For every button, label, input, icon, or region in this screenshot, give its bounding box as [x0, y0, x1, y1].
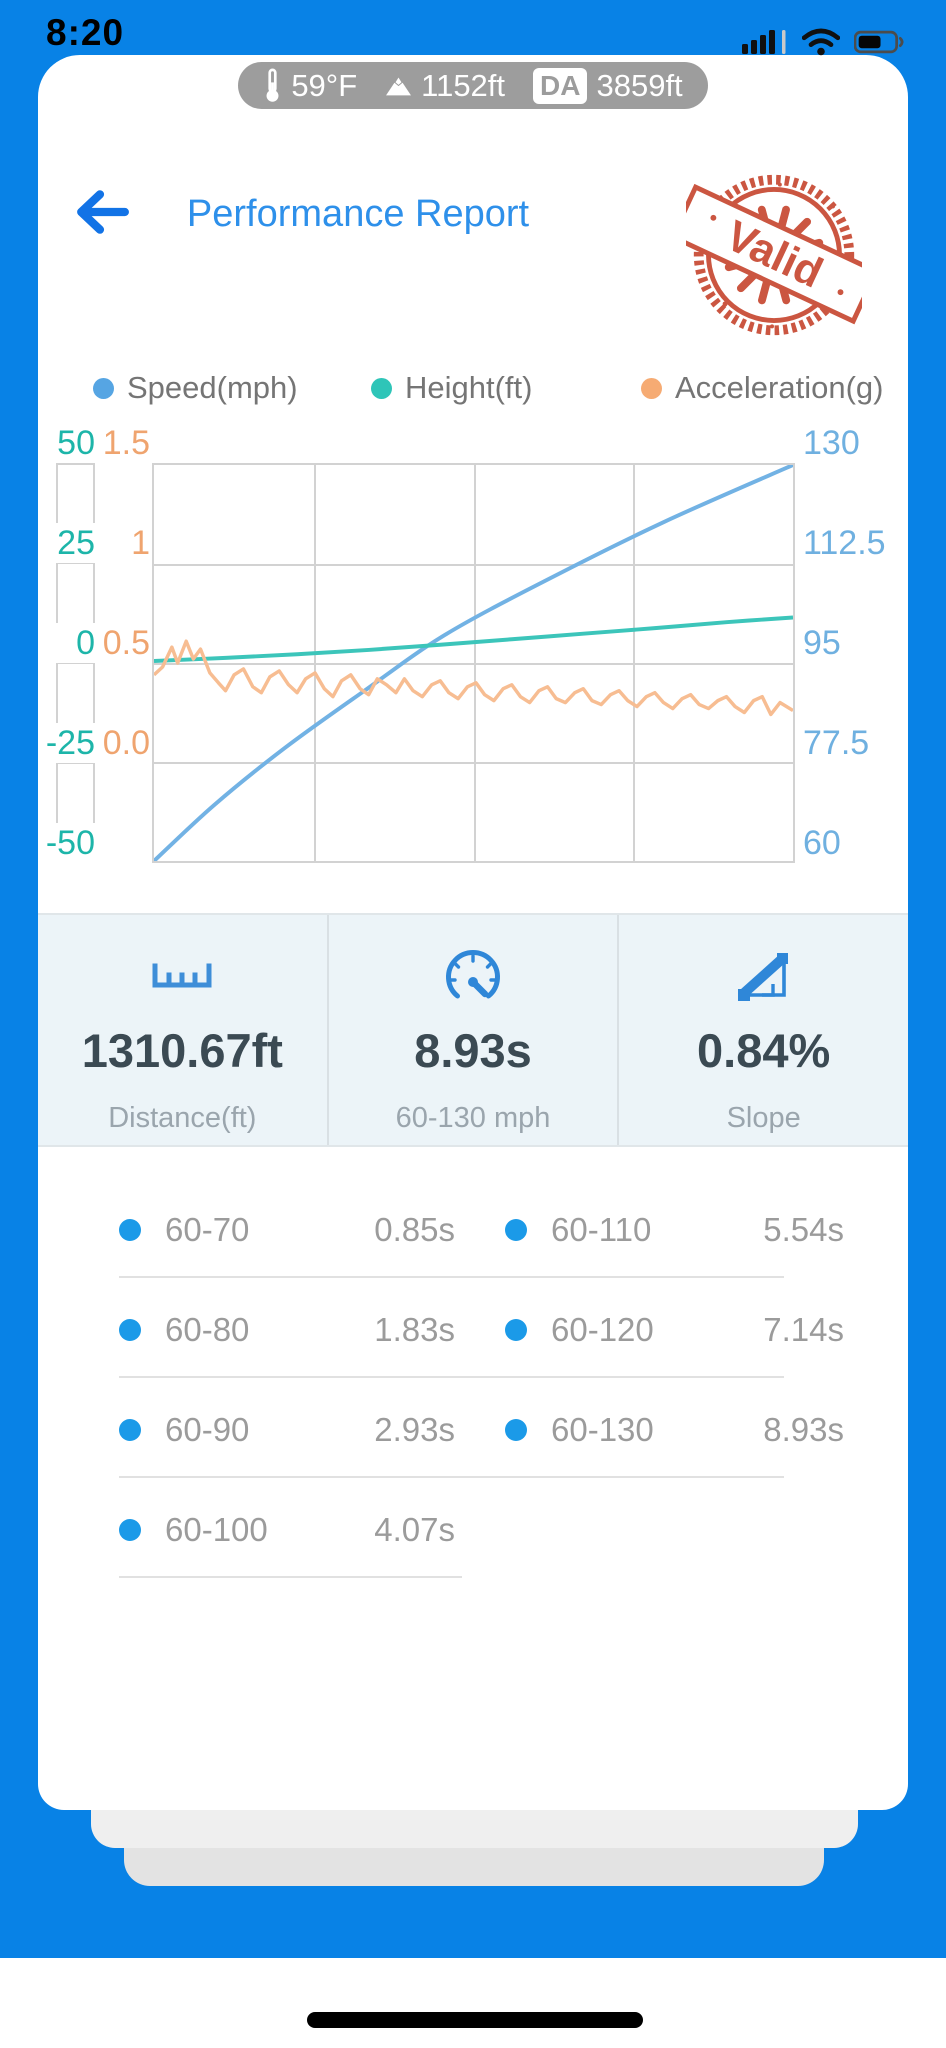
split-divider [119, 1576, 462, 1578]
summary-stats-panel: 1310.67ft Distance(ft) 8.93s 60-130 mph [38, 913, 908, 1147]
environment-pill: 59°F 1152ft DA 3859ft [238, 62, 708, 109]
split-divider [119, 1276, 784, 1278]
home-indicator[interactable] [307, 2012, 643, 2028]
split-dot [505, 1219, 527, 1241]
height-axis-tick: -25 [38, 723, 95, 763]
mountain-icon [386, 75, 412, 95]
split-item-60-120: 60-120 7.14s [505, 1280, 844, 1380]
height-legend-label: Height(ft) [405, 370, 533, 405]
distance-label: Distance(ft) [108, 1102, 257, 1134]
stat-distance: 1310.67ft Distance(ft) [38, 915, 327, 1145]
speed-axis-tick: 112.5 [803, 524, 886, 562]
split-dot [119, 1219, 141, 1241]
height-axis-tick: 50 [38, 423, 95, 463]
legend-item-speed: Speed(mph) [93, 370, 298, 406]
performance-chart: 50 25 0 -25 -50 1.5 1 0.5 0.0 130 112.5 95 77.5 60 [38, 423, 908, 890]
speed-axis-tick: 77.5 [803, 724, 870, 762]
valid-stamp: Valid [686, 174, 862, 336]
page-title: Performance Report [186, 193, 530, 235]
stat-time-60-130: 8.93s 60-130 mph [326, 915, 618, 1145]
height-axis-tick: 0 [38, 623, 95, 663]
split-range-label: 60-80 [165, 1311, 250, 1348]
series-line-speed [154, 465, 793, 861]
split-item-60-80: 60-80 1.83s [119, 1280, 455, 1380]
split-time-value: 7.14s [763, 1311, 844, 1348]
cellular-signal-icon [742, 30, 786, 54]
legend-item-acceleration: Acceleration(g) [641, 370, 883, 406]
split-time-value: 8.93s [763, 1411, 844, 1448]
slope-icon [737, 953, 788, 1001]
split-time-value: 2.93s [374, 1411, 455, 1448]
split-item-60-130: 60-130 8.93s [505, 1380, 844, 1480]
acceleration-axis-tick: 0.5 [102, 624, 150, 662]
split-divider [119, 1476, 784, 1478]
legend-item-height: Height(ft) [371, 370, 532, 406]
acceleration-legend-dot [641, 377, 662, 399]
split-range-label: 60-90 [165, 1411, 250, 1448]
split-item-60-110: 60-110 5.54s [505, 1180, 844, 1280]
chart-series-lines [154, 465, 793, 861]
split-time-value: 4.07s [374, 1511, 455, 1548]
split-dot [119, 1319, 141, 1341]
split-dot [119, 1519, 141, 1541]
status-icons [742, 28, 906, 56]
slope-label: Slope [726, 1102, 801, 1134]
battery-icon [854, 30, 904, 54]
stat-slope: 0.84% Slope [617, 915, 908, 1145]
acceleration-legend-label: Acceleration(g) [675, 370, 884, 405]
thermometer-icon [266, 68, 279, 102]
acceleration-axis-tick: 0.0 [102, 724, 150, 762]
split-time-value: 5.54s [763, 1211, 844, 1248]
chart-plot-area[interactable] [152, 463, 795, 863]
bottom-strip [0, 1958, 946, 2048]
split-item-60-70: 60-70 0.85s [119, 1180, 455, 1280]
slope-value: 0.84% [697, 1024, 831, 1077]
height-axis-tick: -50 [38, 823, 95, 863]
speed-legend-label: Speed(mph) [127, 370, 298, 405]
split-row: 60-70 0.85s 60-110 5.54s [38, 1180, 908, 1280]
time-60-130-label: 60-130 mph [395, 1102, 551, 1134]
split-dot [119, 1419, 141, 1441]
split-range-label: 60-70 [165, 1211, 250, 1248]
split-range-label: 60-110 [551, 1211, 652, 1248]
split-range-label: 60-120 [551, 1311, 654, 1348]
acceleration-axis-tick: 1.5 [102, 424, 150, 462]
speedometer-icon [446, 950, 500, 999]
density-altitude-badge: DA [533, 67, 588, 104]
report-card: Performance Report Valid Speed(mph) He [38, 55, 908, 1810]
wifi-icon [802, 28, 840, 56]
split-divider [119, 1376, 784, 1378]
split-item-60-90: 60-90 2.93s [119, 1380, 455, 1480]
split-item-60-100: 60-100 4.07s [119, 1480, 455, 1580]
status-time: 8:20 [46, 12, 125, 53]
height-axis-tick: 25 [38, 523, 95, 563]
back-button[interactable] [74, 188, 130, 236]
speed-splits-list: 60-70 0.85s 60-110 5.54s 60-80 1.83s 60-120 7.1… [38, 1180, 908, 1580]
speed-axis-tick: 60 [803, 824, 841, 862]
ruler-icon [152, 963, 212, 988]
series-line-height [154, 615, 793, 663]
split-row: 60-90 2.93s 60-130 8.93s [38, 1380, 908, 1480]
altitude-value: 1152ft [421, 67, 506, 103]
split-row: 60-100 4.07s [38, 1480, 908, 1580]
height-legend-dot [371, 377, 392, 399]
distance-value: 1310.67ft [81, 1024, 283, 1077]
split-range-label: 60-100 [165, 1511, 268, 1548]
speed-axis-tick: 95 [803, 624, 841, 662]
temperature-value: 59°F [291, 67, 358, 103]
split-time-value: 0.85s [374, 1211, 455, 1248]
time-60-130-value: 8.93s [414, 1024, 532, 1077]
density-altitude-value: 3859ft [596, 67, 683, 103]
split-time-value: 1.83s [374, 1311, 455, 1348]
speed-legend-dot [93, 377, 114, 399]
series-line-acceleration [154, 639, 793, 717]
acceleration-axis-tick: 1 [131, 524, 150, 562]
split-range-label: 60-130 [551, 1411, 654, 1448]
speed-axis-tick: 130 [803, 424, 860, 462]
split-dot [505, 1419, 527, 1441]
split-row: 60-80 1.83s 60-120 7.14s [38, 1280, 908, 1380]
split-dot [505, 1319, 527, 1341]
